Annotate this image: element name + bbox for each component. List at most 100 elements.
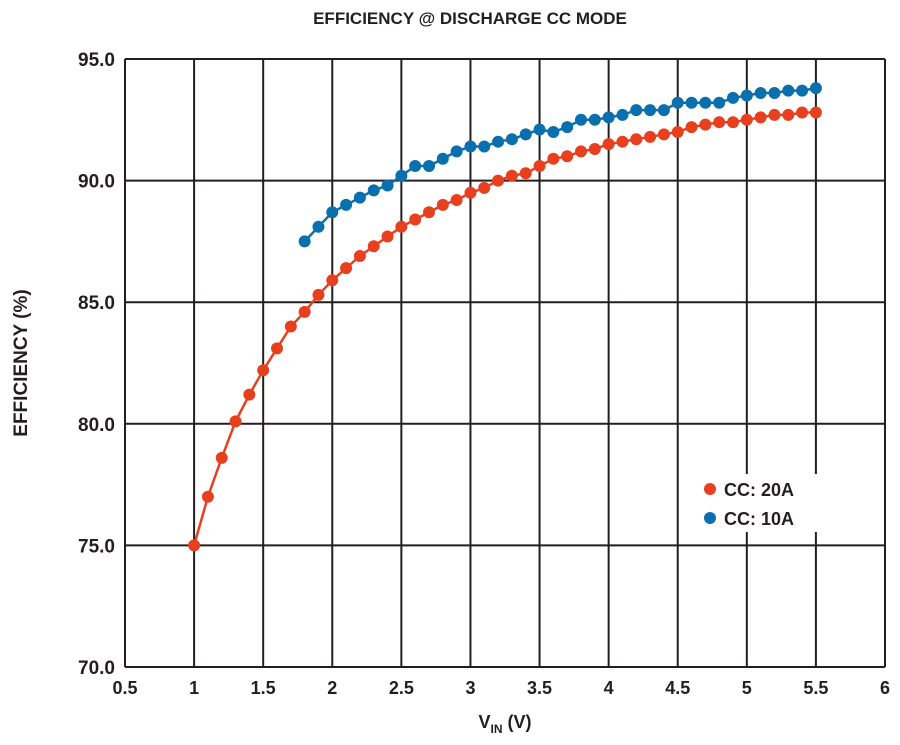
data-point xyxy=(381,179,394,192)
x-axis-label-main: V xyxy=(478,712,490,732)
data-point xyxy=(740,113,753,126)
data-point xyxy=(713,96,726,109)
x-tick-labels: 0.5 1 1.5 2 2.5 3 3.5 4 4.5 5 5.5 6 xyxy=(112,678,890,698)
data-point xyxy=(409,160,422,173)
data-point xyxy=(312,220,325,233)
data-point xyxy=(575,145,587,158)
data-point xyxy=(519,167,532,180)
data-point xyxy=(699,118,712,131)
data-point xyxy=(395,169,408,182)
x-axis-label-subscript: IN xyxy=(491,722,503,736)
y-tick-label: 95.0 xyxy=(78,50,115,71)
data-point xyxy=(533,160,546,173)
data-point xyxy=(353,249,366,262)
data-point xyxy=(616,135,629,148)
x-axis-label-unit: (V) xyxy=(503,712,532,732)
data-point xyxy=(326,274,339,287)
data-point xyxy=(727,116,739,129)
data-point xyxy=(423,160,435,173)
data-point xyxy=(340,262,353,275)
data-point xyxy=(340,198,353,211)
data-point xyxy=(326,206,339,219)
legend-marker-20a xyxy=(704,483,716,495)
y-tick-label: 80.0 xyxy=(78,415,115,436)
x-tick-label: 5.5 xyxy=(803,678,828,698)
data-point xyxy=(685,121,698,134)
data-point xyxy=(768,108,781,121)
series-layer xyxy=(188,82,822,552)
data-point xyxy=(464,140,477,153)
data-point xyxy=(685,96,698,109)
y-tick-labels: 70.0 75.0 80.0 85.0 90.0 95.0 xyxy=(78,50,115,679)
x-tick-label: 1.5 xyxy=(251,678,276,698)
chart-title: EFFICIENCY @ DISCHARGE CC MODE xyxy=(313,9,627,28)
data-point xyxy=(312,288,325,301)
data-point xyxy=(215,451,228,464)
data-point xyxy=(616,108,629,121)
legend: CC: 20A CC: 10A xyxy=(698,474,838,532)
legend-label-20a: CC: 20A xyxy=(724,480,794,500)
x-tick-label: 6 xyxy=(880,678,890,698)
series-line xyxy=(303,86,817,243)
x-tick-label: 2 xyxy=(327,678,337,698)
data-point xyxy=(699,96,712,109)
data-point xyxy=(298,235,311,248)
data-point xyxy=(588,113,601,126)
data-point xyxy=(450,194,463,207)
data-point xyxy=(796,84,809,97)
data-point xyxy=(727,91,739,104)
series-cc-20a xyxy=(188,106,822,552)
data-point xyxy=(450,145,463,158)
data-point xyxy=(768,87,781,100)
y-axis-label: EFFICIENCY (%) xyxy=(11,289,32,436)
y-tick-label: 70.0 xyxy=(78,658,115,679)
x-tick-label: 3.5 xyxy=(527,678,552,698)
data-point xyxy=(644,104,657,117)
data-point xyxy=(782,84,795,97)
data-point xyxy=(436,152,449,165)
data-point xyxy=(478,140,491,153)
data-point xyxy=(561,121,574,134)
data-point xyxy=(492,174,505,187)
x-tick-label: 4 xyxy=(604,678,614,698)
y-tick-label: 85.0 xyxy=(78,293,115,314)
data-point xyxy=(188,539,201,552)
data-point xyxy=(423,206,435,219)
data-point xyxy=(547,125,560,138)
data-point xyxy=(464,186,477,199)
data-point xyxy=(561,150,574,163)
x-tick-label: 1 xyxy=(189,678,199,698)
data-point xyxy=(754,111,767,124)
data-point xyxy=(671,96,684,109)
data-point xyxy=(505,133,518,146)
data-point xyxy=(367,184,380,197)
data-point xyxy=(284,320,297,333)
data-point xyxy=(367,240,380,253)
data-point xyxy=(436,198,449,211)
x-axis-label: VIN (V) xyxy=(478,712,531,736)
data-point xyxy=(796,106,809,119)
data-point xyxy=(809,106,822,119)
data-point xyxy=(519,128,532,141)
data-point xyxy=(671,125,684,138)
data-point xyxy=(630,133,643,146)
grid xyxy=(124,58,886,668)
data-point xyxy=(201,490,214,503)
data-point xyxy=(243,388,256,401)
data-point xyxy=(602,111,615,124)
data-point xyxy=(478,181,491,194)
data-point xyxy=(381,230,394,243)
x-tick-label: 5 xyxy=(742,678,752,698)
series-line xyxy=(192,111,816,546)
data-point xyxy=(782,108,795,121)
data-point xyxy=(740,89,753,102)
data-point xyxy=(809,82,822,95)
data-point xyxy=(630,104,643,117)
data-point xyxy=(505,169,518,182)
legend-marker-10a xyxy=(704,512,716,524)
data-point xyxy=(298,305,311,318)
x-tick-label: 2.5 xyxy=(389,678,414,698)
data-point xyxy=(271,342,283,355)
y-tick-label: 90.0 xyxy=(78,172,115,193)
